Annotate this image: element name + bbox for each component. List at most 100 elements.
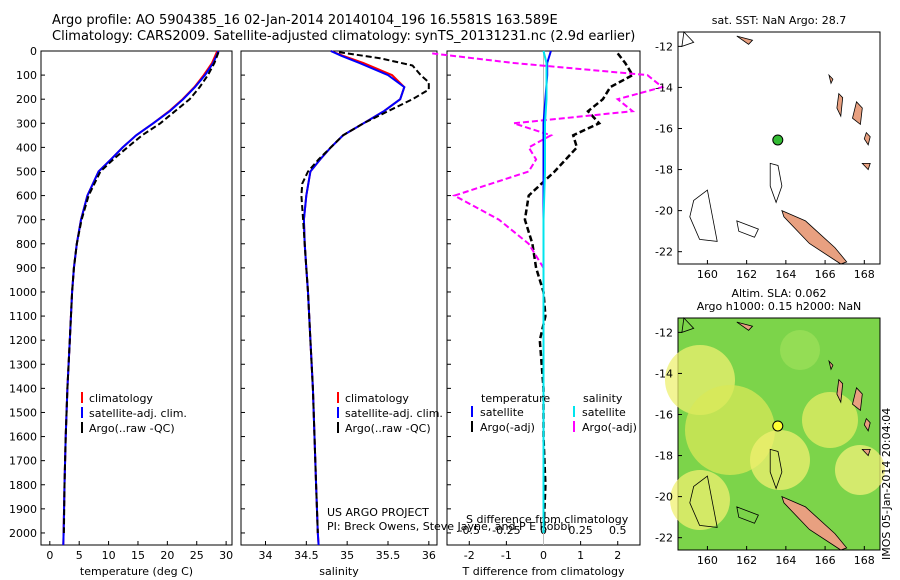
island [828,73,834,85]
top-map-title: sat. SST: NaN Argo: 28.7 [712,14,846,27]
y-tick-label: 200 [16,93,37,106]
y-tick-label: 1100 [9,310,37,323]
x2-tick-label: -0.5 [459,524,480,537]
legend-label: Argo(-adj) [480,421,535,434]
y-tick-label: 700 [16,214,37,227]
x-tick-label: -1 [501,549,512,562]
island [861,162,871,171]
x-tick-label: 0 [46,549,53,562]
x2-tick-label: -0.25 [492,524,520,537]
y-tick-label: 1800 [9,479,37,492]
x-tick-label: 36 [422,549,436,562]
x-tick-label: 35.5 [376,549,401,562]
x-tick-label: 2 [614,549,621,562]
legend-heading: salinity [583,392,623,405]
y-tick-label: 300 [16,117,37,130]
map-lat-label: -12 [655,40,673,53]
imos-timestamp: IMOS 05-Jan-2014 20:04:04 [880,407,893,560]
map-lat-label: -20 [655,205,673,218]
legend-label: satellite [582,406,626,419]
legend-label: satellite [480,406,524,419]
x2-tick-label: 0.5 [609,524,627,537]
map-lat-label: -16 [655,122,673,135]
depth-contour [689,475,718,528]
y-tick-label: 500 [16,165,37,178]
project-annotation: US ARGO PROJECT [327,506,429,519]
legend-label: Argo(..raw -QC) [345,422,431,435]
island [861,448,871,457]
sla-anomaly-patch [835,445,885,495]
x-tick-label: 20 [160,549,174,562]
map-lon-label: 164 [775,554,796,567]
depth-contour [681,317,695,333]
depth-contour [769,448,783,490]
y-tick-label: 800 [16,238,37,251]
island [863,131,871,146]
salinity-panel-frame [240,50,438,546]
x-axis-label: temperature (deg C) [80,565,193,578]
sat-temperature-line [62,50,220,546]
island [736,321,754,331]
y-tick-label: 600 [16,190,37,203]
depth-contour [769,162,783,204]
x-tick-label: 10 [102,549,116,562]
x-tick-label: 34.5 [294,549,319,562]
figure-title-line1: Argo profile: AO 5904385_16 02-Jan-2014 … [52,13,558,28]
island [828,359,834,371]
y-tick-label: 1200 [9,334,37,347]
map-lon-label: 160 [697,554,718,567]
x-tick-label: 5 [76,549,83,562]
y-tick-label: 1400 [9,382,37,395]
legend-label: climatology [89,392,153,405]
pi-annotation: PI: Breck Owens, Steve Jayne, and P E Ro… [327,520,570,533]
argo-salinity-diff-line [432,52,665,269]
depth-contour [689,189,718,242]
y-tick-label: 0 [30,45,37,58]
x-axis-label: salinity [319,565,359,578]
island [836,92,844,118]
depth-contour [681,31,695,47]
legend-label: satellite-adj. clim. [345,407,443,420]
depth-contour [736,220,759,238]
y-tick-label: 900 [16,262,37,275]
y-tick-label: 2000 [9,527,37,540]
y-tick-label: 400 [16,141,37,154]
map-lat-label: -22 [655,532,673,545]
map-lon-label: 166 [815,554,836,567]
map-lat-label: -22 [655,246,673,259]
island [836,378,844,404]
map-lon-label: 160 [697,268,718,281]
x2-tick-label: 0.25 [568,524,593,537]
y-tick-label: 1700 [9,455,37,468]
legend-label: climatology [345,392,409,405]
y-tick-label: 1900 [9,503,37,516]
float-position-marker [772,134,784,146]
map-lon-label: 166 [815,268,836,281]
island [852,100,863,126]
bottom-map-title: Altim. SLA: 0.062 [731,287,826,300]
sla-anomaly-patch [802,392,858,448]
island [852,386,863,412]
top-map-frame [677,31,881,265]
x-tick-label: 0 [540,549,547,562]
legend-label: satellite-adj. clim. [89,407,187,420]
map-lon-label: 168 [854,268,875,281]
island [781,495,848,551]
temperature-panel-frame [40,50,233,546]
clim-salinity-line [302,50,406,546]
map-lat-label: -14 [655,367,673,380]
x2-axis-label: S difference from climatology [466,513,629,526]
map-lon-label: 164 [775,268,796,281]
legend-label: Argo(-adj) [582,421,637,434]
y-tick-label: 1600 [9,431,37,444]
x-tick-label: 15 [131,549,145,562]
sat-salinity-line [302,50,406,546]
sla-anomaly-patch [670,470,730,530]
x-tick-label: 34 [259,549,273,562]
island [736,35,754,45]
map-lat-label: -16 [655,408,673,421]
bottom-map-title: Argo h1000: 0.15 h2000: NaN [697,300,862,313]
legend-heading: temperature [481,392,550,405]
x-tick-label: 1 [577,549,584,562]
